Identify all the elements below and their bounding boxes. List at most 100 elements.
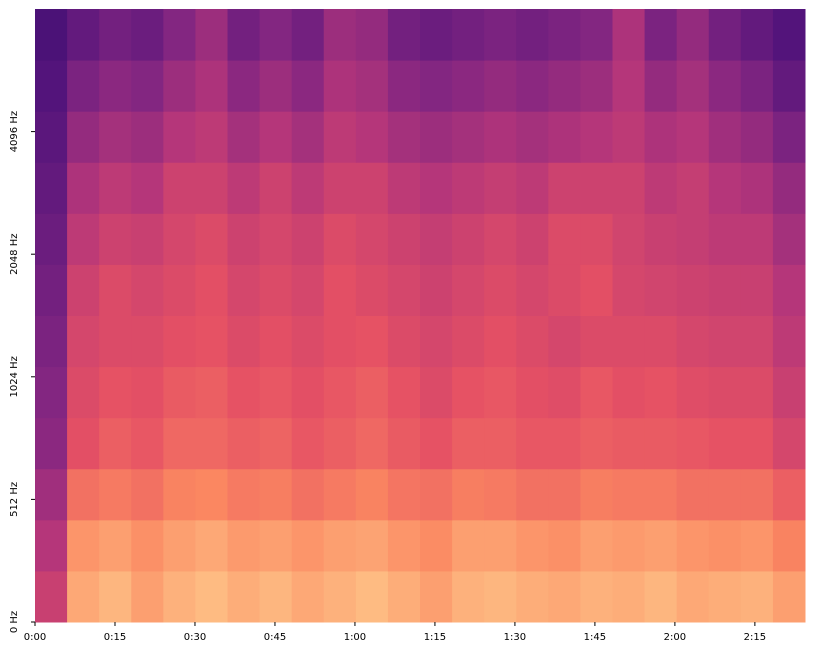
spectrogram-cell [484,417,517,470]
spectrogram-cell [387,162,421,214]
spectrogram-cell [259,9,293,61]
spectrogram-cell [291,213,325,265]
spectrogram-cell [740,111,774,163]
spectrogram-cell [612,60,646,112]
spectrogram-cell [163,519,196,572]
spectrogram-cell [35,417,68,470]
spectrogram-cell [580,570,613,623]
spectrogram-cell [484,570,517,623]
spectrogram-cell [644,264,678,316]
spectrogram-cell [420,213,453,265]
spectrogram-cell [676,213,710,265]
spectrogram-cell [740,9,774,61]
spectrogram-cell [676,111,710,163]
y-tick-label: 2048 Hz [9,233,20,274]
spectrogram-cell [259,315,293,368]
spectrogram-cell [355,60,389,112]
spectrogram-cell [323,315,357,368]
spectrogram-cell [708,111,742,163]
spectrogram-cell [452,162,485,214]
spectrogram-cell [355,468,389,521]
spectrogram-cell [195,162,228,214]
spectrogram-cell [387,519,421,572]
spectrogram-cell [195,111,228,163]
spectrogram-cell [35,570,68,623]
spectrogram-cell [516,264,549,316]
spectrogram-cell [548,468,581,521]
spectrogram-cell [420,162,453,214]
spectrogram-cell [227,264,261,316]
spectrogram-cell [708,570,742,623]
spectrogram-cell [323,366,357,419]
spectrogram-cell [387,366,421,419]
spectrogram-cell [387,315,421,368]
spectrogram-cell [644,213,678,265]
spectrogram-cell [355,519,389,572]
spectrogram-cell [772,9,806,61]
spectrogram-cell [35,111,68,163]
spectrogram-cell [131,366,164,419]
spectrogram-cell [163,417,196,470]
spectrogram-cell [67,315,100,368]
spectrogram-cell [452,264,485,316]
spectrogram-cell [195,468,228,521]
spectrogram-cell [99,417,132,470]
x-tick-label: 2:00 [664,632,686,643]
spectrogram-cell [67,162,100,214]
spectrogram-cell [452,570,485,623]
y-tick-label: 0 Hz [9,611,20,633]
spectrogram-cell [548,60,581,112]
spectrogram-cell [323,264,357,316]
spectrogram-cell [99,111,132,163]
spectrogram-cell [99,213,132,265]
spectrogram-cell [99,468,132,521]
spectrogram-cell [35,468,68,521]
x-tick-label: 0:15 [104,632,126,643]
x-tick-label: 1:00 [344,632,366,643]
spectrogram-cell [644,417,678,470]
spectrogram-cell [420,570,453,623]
spectrogram-cell [612,9,646,61]
spectrogram-cell [259,519,293,572]
spectrogram-cell [355,366,389,419]
spectrogram-cell [708,468,742,521]
spectrogram-cell [99,315,132,368]
spectrogram-cell [67,366,100,419]
spectrogram-cell [291,264,325,316]
spectrogram-cell [772,315,806,368]
spectrogram-cell [291,111,325,163]
spectrogram-cell [259,570,293,623]
spectrogram-cell [452,213,485,265]
spectrogram-cell [131,162,164,214]
spectrogram-cell [612,162,646,214]
spectrogram-cell [163,570,196,623]
spectrogram-cell [355,9,389,61]
spectrogram-cell [452,366,485,419]
spectrogram-cell [291,366,325,419]
spectrogram-cell [708,519,742,572]
spectrogram-cell [387,468,421,521]
spectrogram-cell [644,111,678,163]
x-tick-label: 1:15 [424,632,446,643]
spectrogram-cell [291,315,325,368]
spectrogram-cell [99,519,132,572]
spectrogram-cell [420,111,453,163]
spectrogram-cell [355,213,389,265]
spectrogram-cell [355,417,389,470]
spectrogram-cell [548,570,581,623]
spectrogram-cell [772,213,806,265]
spectrogram-cell [644,60,678,112]
spectrogram-cell [580,315,613,368]
spectrogram-cell [35,9,68,61]
spectrogram-cell [227,162,261,214]
spectrogram-cell [355,570,389,623]
spectrogram-cell [227,60,261,112]
spectrogram-cell [708,315,742,368]
spectrogram-cell [484,9,517,61]
spectrogram-cell [452,519,485,572]
spectrogram-cell [387,111,421,163]
spectrogram-cell [548,519,581,572]
spectrogram-cell [516,570,549,623]
spectrogram-cell [772,468,806,521]
spectrogram-cell [67,519,100,572]
